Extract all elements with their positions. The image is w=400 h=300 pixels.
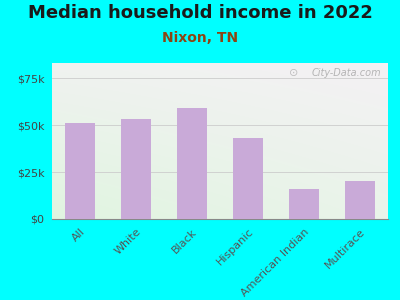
Bar <box>177 108 208 219</box>
Text: Nixon, TN: Nixon, TN <box>162 32 238 46</box>
Bar <box>64 123 96 219</box>
Bar <box>233 138 264 219</box>
Text: City-Data.com: City-Data.com <box>312 68 381 78</box>
Bar <box>121 119 151 219</box>
Bar <box>344 182 375 219</box>
Bar <box>289 189 320 219</box>
Text: ⊙: ⊙ <box>289 68 298 78</box>
Text: Median household income in 2022: Median household income in 2022 <box>28 4 372 22</box>
